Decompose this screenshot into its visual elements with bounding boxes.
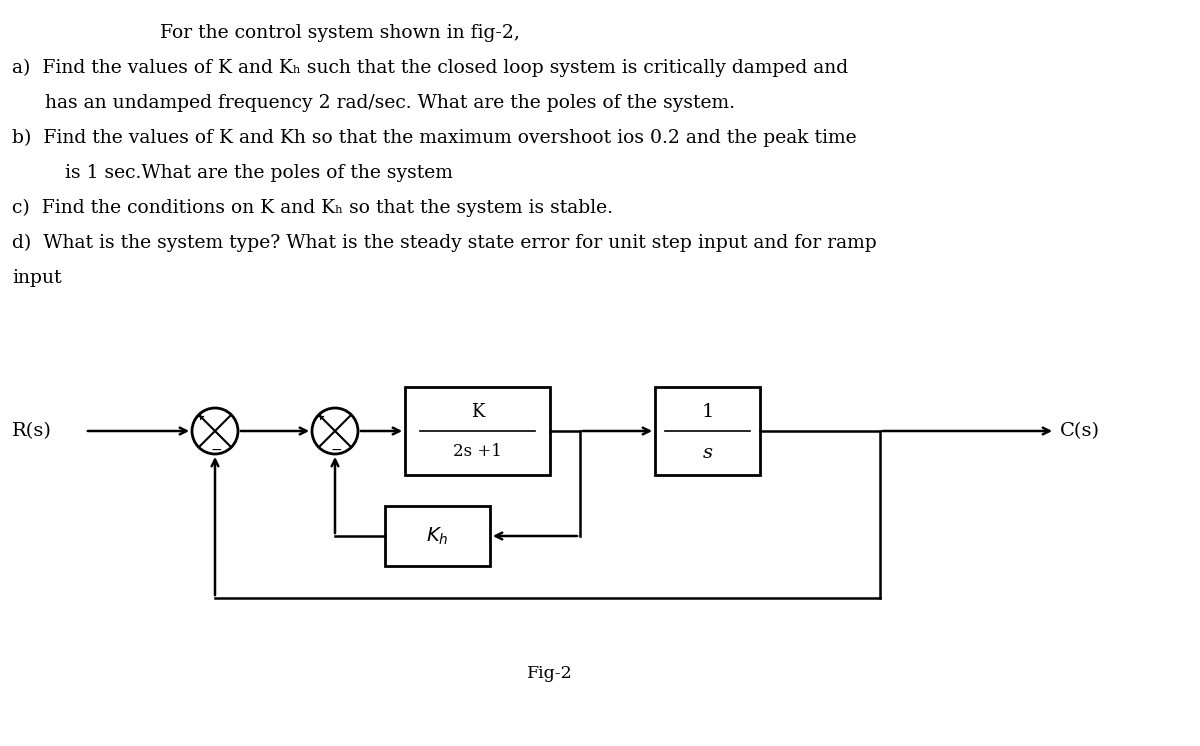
Bar — [385, 506, 490, 566]
Text: has an undamped frequency 2 rad/sec. What are the poles of the system.: has an undamped frequency 2 rad/sec. Wha… — [46, 94, 734, 112]
Text: C(s): C(s) — [1060, 422, 1100, 440]
Text: is 1 sec.What are the poles of the system: is 1 sec.What are the poles of the syste… — [65, 164, 452, 182]
Text: b)  Find the values of K and Kh so that the maximum overshoot ios 0.2 and the pe: b) Find the values of K and Kh so that t… — [12, 129, 857, 147]
Text: a)  Find the values of K and Kₕ such that the closed loop system is critically d: a) Find the values of K and Kₕ such that… — [12, 59, 848, 78]
Text: d)  What is the system type? What is the steady state error for unit step input : d) What is the system type? What is the … — [12, 234, 877, 252]
Text: c)  Find the conditions on K and Kₕ so that the system is stable.: c) Find the conditions on K and Kₕ so th… — [12, 199, 613, 217]
Bar — [406, 387, 550, 475]
Text: $K_h$: $K_h$ — [426, 525, 449, 547]
Text: −: − — [210, 442, 222, 457]
Text: For the control system shown in fig-2,: For the control system shown in fig-2, — [160, 24, 520, 42]
Text: R(s): R(s) — [12, 422, 52, 440]
Text: −: − — [330, 442, 342, 457]
Text: 1: 1 — [701, 403, 714, 421]
Bar — [655, 387, 760, 475]
Text: +: + — [196, 412, 205, 421]
Text: K: K — [470, 403, 484, 421]
Text: 2s +1: 2s +1 — [454, 444, 502, 460]
Text: Fig-2: Fig-2 — [527, 665, 572, 683]
Text: input: input — [12, 269, 61, 287]
Text: s: s — [702, 444, 713, 462]
Text: +: + — [316, 412, 325, 421]
